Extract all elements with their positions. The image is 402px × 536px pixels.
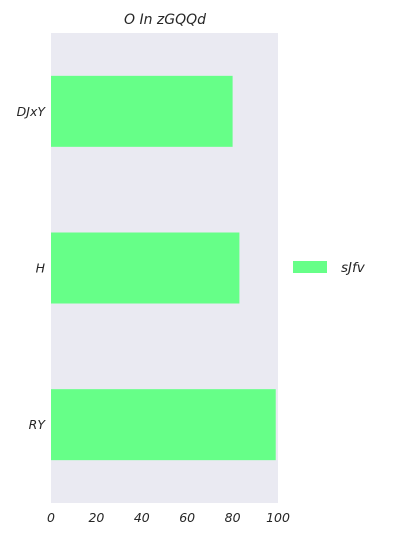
legend-label: sJfv xyxy=(341,260,366,276)
bar-ry xyxy=(51,389,276,461)
y-tick-label: DJxY xyxy=(17,104,47,119)
y-tick-labels: DJxY H RY xyxy=(17,104,47,432)
x-tick-label: 0 xyxy=(47,510,55,525)
bar-h xyxy=(51,232,240,304)
bar-djxy xyxy=(51,75,233,147)
x-tick-label: 100 xyxy=(266,510,290,525)
legend: sJfv xyxy=(293,260,366,276)
y-tick-label: H xyxy=(36,261,46,276)
x-tick-label: 60 xyxy=(179,510,195,525)
x-tick-label: 80 xyxy=(225,510,241,525)
legend-swatch xyxy=(293,261,327,273)
x-tick-labels: 0 20 40 60 80 100 xyxy=(47,510,290,525)
bars-group xyxy=(51,75,276,461)
x-tick-label: 40 xyxy=(134,510,150,525)
y-tick-label: RY xyxy=(29,417,47,432)
x-tick-label: 20 xyxy=(88,510,104,525)
chart-title: O In zGQQd xyxy=(124,12,206,28)
